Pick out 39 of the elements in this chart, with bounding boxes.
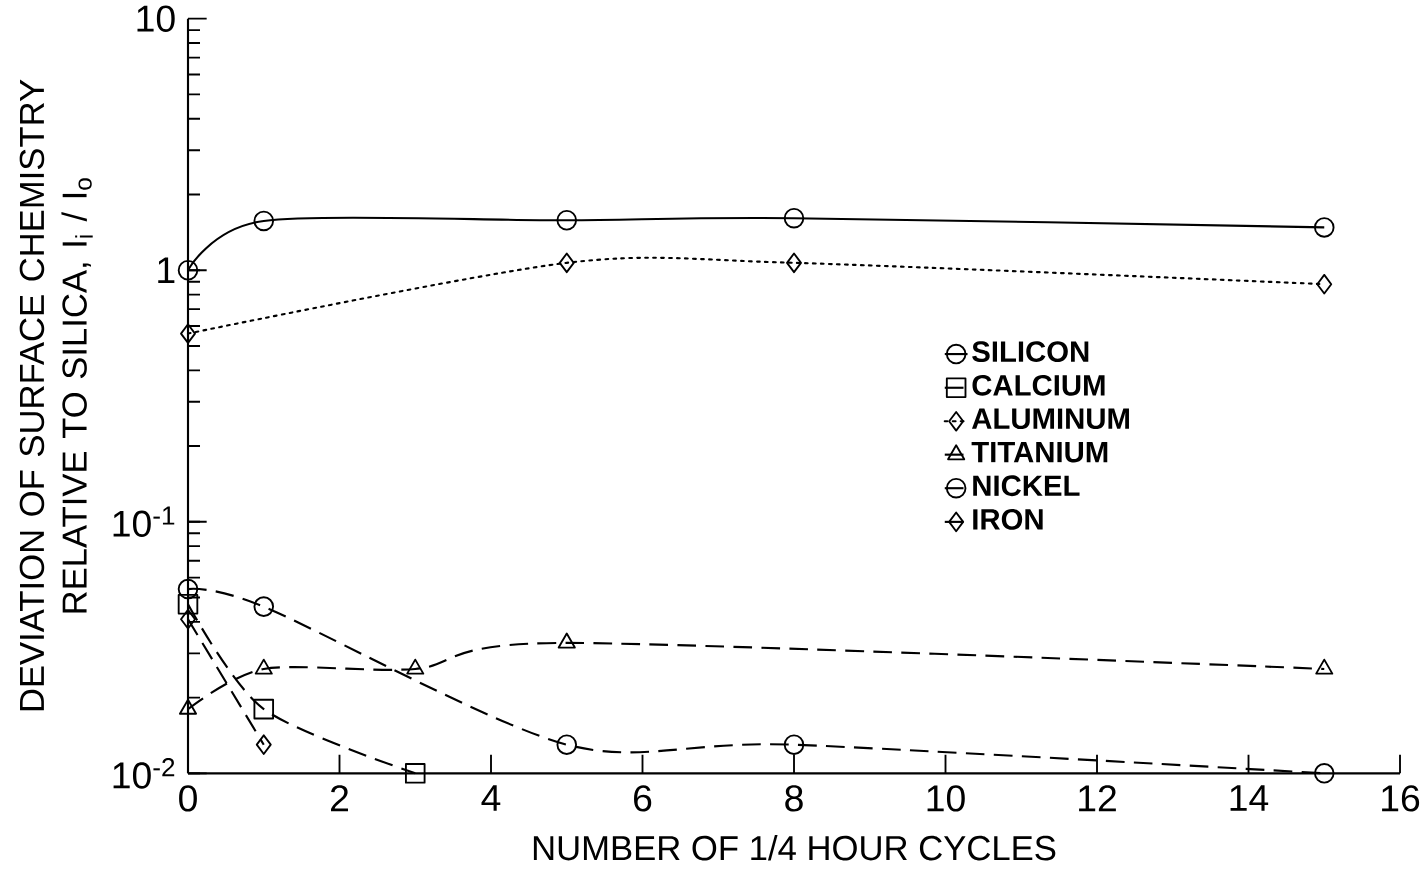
point [783,207,805,229]
point [556,209,578,231]
x-tick-label: 10 [927,785,965,812]
x-tick-label: 8 [785,785,803,812]
legend-label: TITANIUM [971,441,1108,463]
x-tick-label: 16 [1382,785,1420,812]
point [253,698,275,720]
point [255,734,272,755]
point [253,210,275,232]
legend-label: CALCIUM [972,374,1105,396]
x-tick-label: 4 [481,785,501,811]
point [786,252,802,274]
point [177,594,199,615]
x-tick-label: 2 [331,785,348,812]
legend-label: NICKEL [973,475,1080,497]
point [558,252,575,274]
y-tick-label: 10$^{-2}$ [113,758,175,789]
point [253,596,275,617]
point [177,578,199,600]
legend-label: SILICON [972,341,1089,363]
point [1316,273,1333,295]
x-tick-label: 6 [634,785,652,812]
point [1313,217,1335,238]
y-tick-label: 10$^{-1}$ [113,506,175,537]
x-axis-title: NUMBER OF 1/4 HOUR CYCLES [533,834,1056,861]
point [783,734,805,755]
x-tick-label: 14 [1230,785,1269,811]
point [1313,763,1335,784]
point [180,323,196,344]
x-tick-label: 12 [1079,785,1116,812]
point [556,734,578,755]
legend-label: ALUMINUM [972,408,1129,430]
point [177,259,199,281]
x-tick-label: 0 [179,785,197,812]
legend-label: IRON [973,509,1043,530]
y-tick-label: 10 [137,5,175,32]
point [404,763,426,784]
y-tick-label: 1 [158,257,175,284]
point [180,608,196,630]
